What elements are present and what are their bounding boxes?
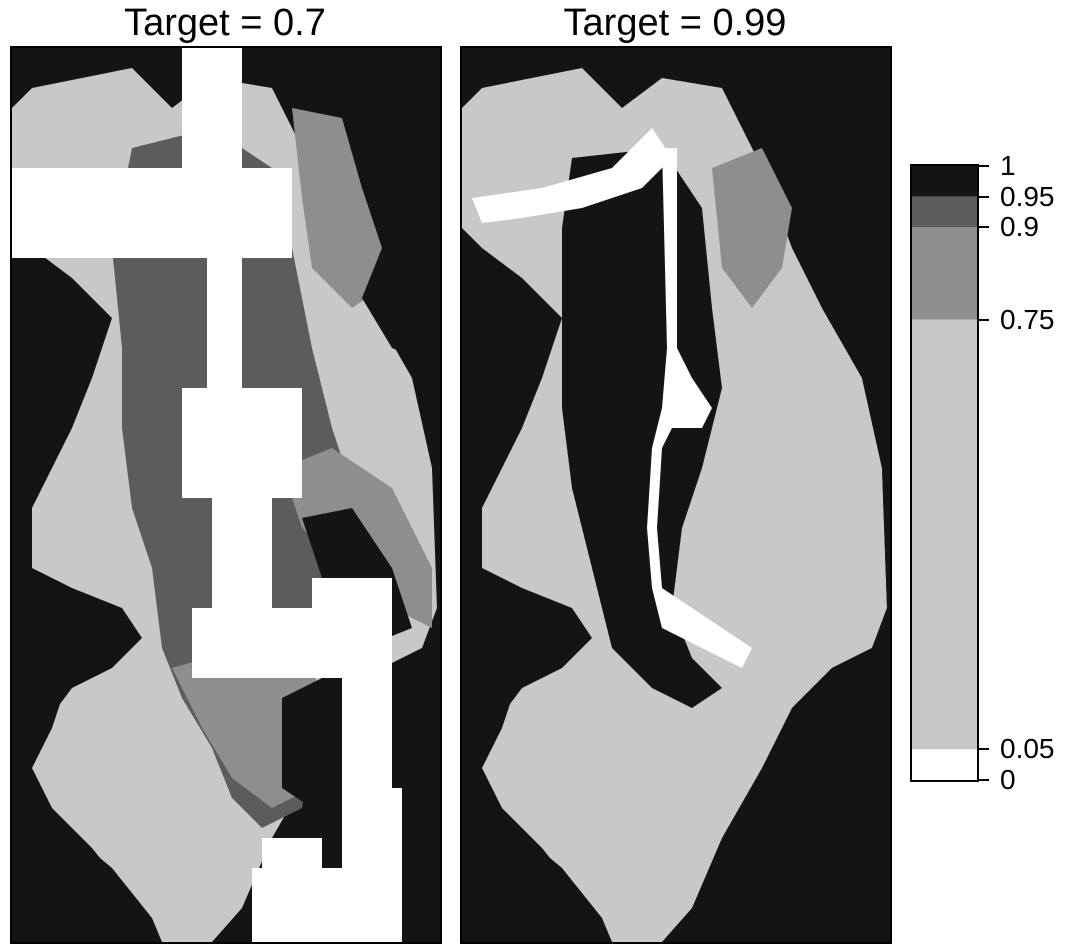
- colorbar-tick-label: 0.95: [1000, 180, 1055, 212]
- map-raster-target-0-99: [462, 48, 890, 942]
- colorbar-band-3: [912, 319, 977, 750]
- colorbar-bands: [912, 166, 977, 780]
- colorbar-band-1: [912, 196, 977, 228]
- colorbar-tick-label: 0.9: [1000, 211, 1039, 243]
- colorbar-tick-label: 0.75: [1000, 303, 1055, 335]
- colorbar: [910, 164, 979, 782]
- colorbar-band-0: [912, 166, 977, 197]
- colorbar-tick-label: 1: [1000, 150, 1016, 181]
- colorbar-tick-label: 0: [1000, 764, 1016, 795]
- colorbar-band-4: [912, 749, 977, 780]
- map-raster-target-0-7: [12, 48, 440, 942]
- colorbar-tick-label: 0.05: [1000, 733, 1055, 765]
- map-panel-target-0-99: [460, 46, 892, 944]
- map-panel-target-0-7: [10, 46, 442, 944]
- colorbar-band-2: [912, 227, 977, 320]
- panel-title-target-0-7: Target = 0.7: [124, 2, 326, 44]
- panel-title-target-0-99: Target = 0.99: [563, 2, 787, 44]
